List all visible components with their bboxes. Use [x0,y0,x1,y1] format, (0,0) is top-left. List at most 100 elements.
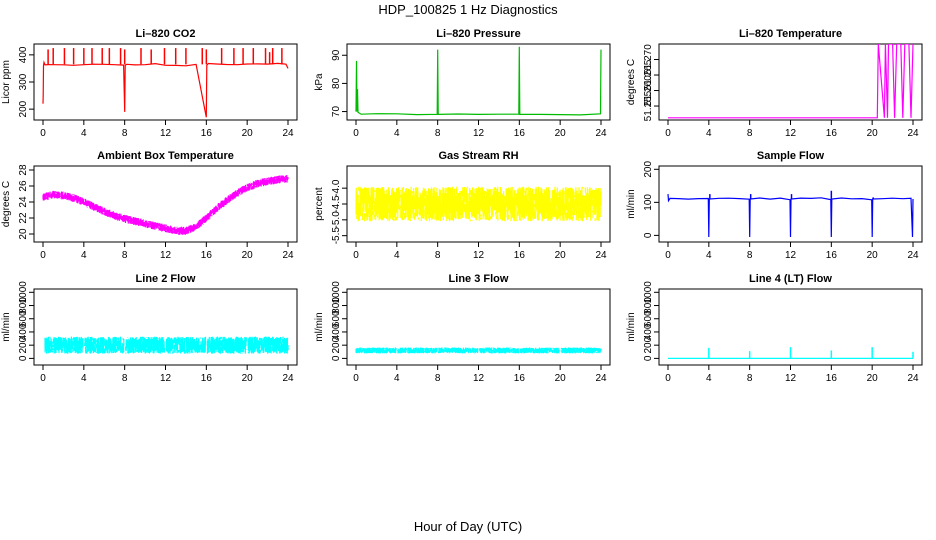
line4-xtick-label: 12 [785,373,797,384]
line2-frame [33,288,298,366]
line4-xtick-label: 24 [907,373,919,384]
line2-series-line [44,336,289,355]
line3-xtick-label: 8 [435,373,441,384]
line4-ytick-label: 0 [643,355,654,361]
ambient-xtick-label: 8 [122,250,128,261]
rh-xtick-label: 24 [595,250,607,261]
pressure-xtick-label: 8 [435,128,441,139]
pressure-xtick-label: 12 [473,128,485,139]
line4-ytick-label: 600 [643,310,654,327]
line4-ylabel: ml/min [626,312,637,341]
ambient-ytick-label: 24 [18,196,29,208]
line4-xtick-label: 4 [706,373,712,384]
co2-xtick-label: 20 [242,128,254,139]
line4-ytick-label: 400 [643,323,654,340]
line2-ytick-label: 1000 [18,281,29,304]
co2-series-line [42,60,289,118]
pressure-frame [346,43,611,121]
line2-xtick-label: 16 [201,373,213,384]
line3-series-line [355,347,602,354]
figure-title: HDP_100825 1 Hz Diagnostics [378,2,558,17]
line2-xtick-label: 12 [160,373,172,384]
temperature-series-line [668,44,914,119]
pressure-ytick-label: 80 [331,77,342,89]
sampleflow-xtick-label: 20 [867,250,879,261]
line3-xtick-label: 24 [595,373,607,384]
line3-ylabel: ml/min [314,312,325,341]
co2-xtick-label: 4 [81,128,87,139]
line3-xtick-label: 12 [473,373,485,384]
line2-ytick-label: 800 [18,297,29,314]
line2-ytick-label: 400 [18,323,29,340]
sampleflow-title: Sample Flow [757,150,825,162]
temperature-xtick-label: 12 [785,128,797,139]
sampleflow-xtick-label: 16 [826,250,838,261]
line4-xtick-label: 8 [747,373,753,384]
pressure-title: Li–820 Pressure [436,28,520,40]
line3-ytick-label: 0 [331,355,342,361]
line4-ytick-label: 1000 [643,281,654,304]
sampleflow-ytick-label: 0 [643,232,654,238]
temperature-xtick-label: 4 [706,128,712,139]
ambient-ytick-label: 28 [18,164,29,176]
co2-ytick-label: 300 [18,73,29,90]
line2-xtick-label: 8 [122,373,128,384]
temperature-xtick-label: 20 [867,128,879,139]
sampleflow-xtick-label: 0 [665,250,671,261]
rh-ytick-label: -4.0 [331,179,342,197]
co2-xtick-label: 24 [282,128,294,139]
line4-xtick-label: 0 [665,373,671,384]
temperature-frame [658,43,923,121]
pressure-series-line [355,46,602,116]
line3-frame [346,288,611,366]
line3-ytick-label: 600 [331,310,342,327]
ambient-ytick-label: 26 [18,180,29,192]
rh-ylabel: percent [314,187,325,221]
rh-title: Gas Stream RH [438,150,518,162]
rh-ytick-label: -4.5 [331,195,342,213]
rh-xtick-label: 8 [435,250,441,261]
pressure-xtick-label: 24 [595,128,607,139]
rh-series-line [355,186,602,222]
sampleflow-ytick-label: 200 [643,161,654,178]
figure-xlabel: Hour of Day (UTC) [413,519,523,534]
line4-ytick-label: 200 [643,336,654,353]
temperature-xtick-label: 24 [907,128,919,139]
ambient-ylabel: degrees C [1,181,12,227]
pressure-xtick-label: 20 [555,128,567,139]
line3-ytick-label: 400 [331,323,342,340]
line2-xtick-label: 0 [40,373,46,384]
pressure-ylabel: kPa [314,73,325,91]
pressure-xtick-label: 16 [514,128,526,139]
temperature-title: Li–820 Temperature [739,28,842,40]
line2-ytick-label: 0 [18,355,29,361]
pressure-xtick-label: 0 [353,128,359,139]
line2-xtick-label: 20 [242,373,254,384]
line4-title: Line 4 (LT) Flow [749,273,832,285]
line3-ytick-label: 1000 [331,281,342,304]
co2-xtick-label: 0 [40,128,46,139]
line3-title: Line 3 Flow [449,273,509,285]
sampleflow-xtick-label: 24 [907,250,919,261]
line3-xtick-label: 0 [353,373,359,384]
line2-xtick-label: 24 [282,373,294,384]
pressure-ytick-label: 70 [331,106,342,118]
ambient-xtick-label: 4 [81,250,87,261]
temperature-ylabel: degrees C [626,59,637,105]
rh-xtick-label: 12 [473,250,485,261]
rh-xtick-label: 4 [394,250,400,261]
ambient-xtick-label: 12 [160,250,172,261]
co2-xtick-label: 8 [122,128,128,139]
temperature-ytick-label: 51.255 [643,90,654,121]
rh-ytick-label: -5.0 [331,211,342,229]
rh-ytick-label: -5.5 [331,227,342,245]
rh-xtick-label: 0 [353,250,359,261]
ambient-ytick-label: 20 [18,228,29,240]
line4-xtick-label: 16 [826,373,838,384]
line2-title: Line 2 Flow [136,273,196,285]
line2-ytick-label: 200 [18,336,29,353]
line2-ylabel: ml/min [1,312,12,341]
temperature-xtick-label: 16 [826,128,838,139]
rh-xtick-label: 20 [555,250,567,261]
